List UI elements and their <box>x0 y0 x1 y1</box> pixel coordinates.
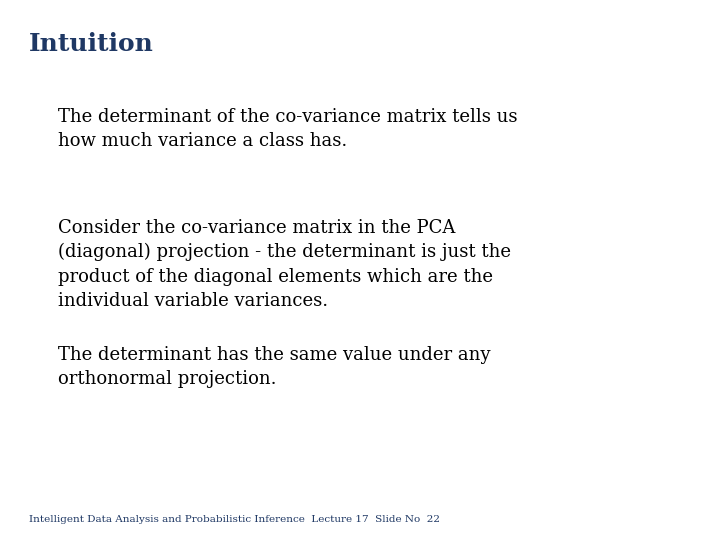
Text: Intuition: Intuition <box>29 32 153 56</box>
Text: Intelligent Data Analysis and Probabilistic Inference  Lecture 17  Slide No  22: Intelligent Data Analysis and Probabilis… <box>29 515 440 524</box>
Text: The determinant has the same value under any
orthonormal projection.: The determinant has the same value under… <box>58 346 490 388</box>
Text: The determinant of the co-variance matrix tells us
how much variance a class has: The determinant of the co-variance matri… <box>58 108 517 150</box>
Text: Consider the co-variance matrix in the PCA
(diagonal) projection - the determina: Consider the co-variance matrix in the P… <box>58 219 510 310</box>
